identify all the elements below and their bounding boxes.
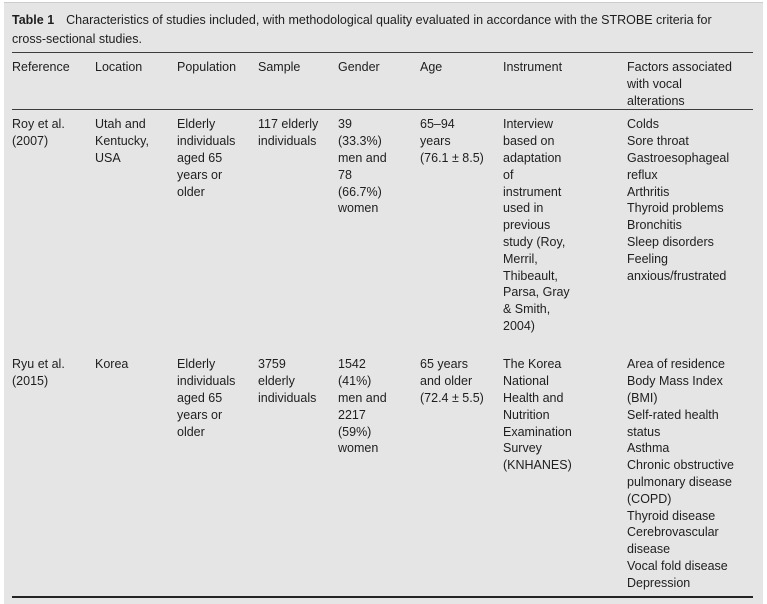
table-panel: Table 1 Characteristics of studies includ… [4,2,763,604]
table-row-ryu-2015: Ryu et al. (2015) Korea Elderly individu… [12,356,753,595]
col-header-sample: Sample [258,60,301,74]
col-header-age: Age [420,60,443,74]
cell-factors: Area of residence Body Mass Index (BMI) … [627,357,734,590]
cell-instrument: The Korea National Health and Nutrition … [503,357,572,473]
cell-sample: 3759 elderly individuals [258,357,317,405]
cell-sample: 117 elderly individuals [258,117,319,149]
table-caption-text: Characteristics of studies included, wit… [12,13,712,46]
table-1: Table 1 Characteristics of studies includ… [12,11,753,598]
table-caption: Table 1 Characteristics of studies includ… [12,11,753,49]
col-header-population: Population [177,60,237,74]
table-caption-label: Table 1 [12,13,55,27]
cell-gender: 39 (33.3%) men and 78 (66.7%) women [338,117,387,216]
col-header-factors: Factors associated with vocal alteration… [627,60,732,108]
cell-location: Utah and Kentucky, USA [95,117,149,165]
table-row-roy-2007: Roy et al. (2007) Utah and Kentucky, USA… [12,116,753,336]
col-header-instrument: Instrument [503,60,563,74]
cell-reference: Ryu et al. (2015) [12,357,65,389]
col-header-location: Location [95,60,143,74]
cell-population: Elderly individuals aged 65 years or old… [177,357,236,439]
cell-gender: 1542 (41%) men and 2217 (59%) women [338,357,387,456]
cell-factors: Colds Sore throat Gastroesophageal reflu… [627,117,730,283]
cell-age: 65–94 years (76.1 ± 8.5) [420,117,484,165]
rule-below-caption [12,52,753,53]
rule-table-bottom [12,595,753,598]
cell-population: Elderly individuals aged 65 years or old… [177,117,236,199]
cell-instrument: Interview based on adaptation of instrum… [503,117,570,333]
cell-reference: Roy et al. (2007) [12,117,65,149]
cell-location: Korea [95,357,129,372]
cell-age: 65 years and older (72.4 ± 5.5) [420,357,484,405]
col-header-reference: Reference [12,60,70,74]
rule-below-header [12,109,753,111]
col-header-gender: Gender [338,60,380,74]
table-header-row: Reference Location Population Sample Gen… [12,59,753,109]
